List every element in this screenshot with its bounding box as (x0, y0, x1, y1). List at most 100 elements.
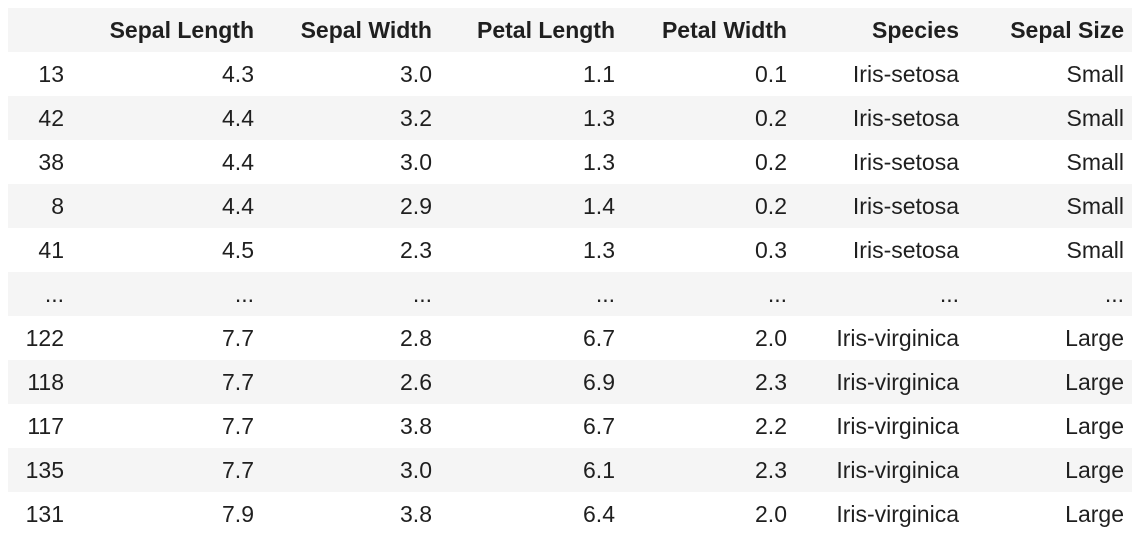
cell-petal-width: 0.2 (755, 104, 787, 131)
column-header-sepal-size: Sepal Size (1010, 16, 1124, 43)
table-row: 122 7.7 2.8 6.7 2.0 Iris-virginica Large (8, 316, 1132, 360)
cell-sepal-length: 7.7 (222, 412, 254, 439)
header-row: Sepal Length Sepal Width Petal Length Pe… (8, 8, 1132, 52)
cell-sepal-size: Large (1065, 456, 1124, 483)
index-header (8, 8, 72, 52)
cell-sepal-size: Large (1065, 324, 1124, 351)
cell-species: ... (939, 280, 959, 307)
table-row: ..................... (8, 272, 1132, 316)
row-index: 135 (25, 456, 64, 483)
cell-sepal-width: 2.8 (400, 324, 432, 351)
row-index: 42 (38, 104, 64, 131)
cell-sepal-width: 3.8 (400, 412, 432, 439)
cell-sepal-width: ... (412, 280, 432, 307)
cell-sepal-width: 3.0 (400, 60, 432, 87)
cell-petal-length: 6.9 (583, 368, 615, 395)
cell-petal-length: 1.1 (583, 60, 615, 87)
table-row: 131 7.9 3.8 6.4 2.0 Iris-virginica Large (8, 492, 1132, 536)
row-index: 118 (27, 368, 64, 395)
cell-petal-length: 6.1 (583, 456, 615, 483)
cell-sepal-length: 4.4 (222, 192, 254, 219)
cell-petal-width: 2.2 (755, 412, 787, 439)
cell-sepal-width: 2.6 (400, 368, 432, 395)
cell-sepal-size: Large (1065, 368, 1124, 395)
table-row: 118 7.7 2.6 6.9 2.3 Iris-virginica Large (8, 360, 1132, 404)
cell-petal-width: 2.3 (755, 368, 787, 395)
cell-petal-length: 6.7 (583, 324, 615, 351)
row-index: 41 (38, 236, 64, 263)
cell-sepal-width: 2.3 (400, 236, 432, 263)
cell-species: Iris-setosa (852, 192, 959, 219)
row-index: 122 (25, 324, 64, 351)
table-row: 42 4.4 3.2 1.3 0.2 Iris-setosa Small (8, 96, 1132, 140)
column-header-species: Species (872, 16, 959, 43)
cell-species: Iris-setosa (852, 60, 959, 87)
cell-sepal-size: Small (1066, 60, 1124, 87)
cell-species: Iris-virginica (836, 368, 959, 395)
cell-petal-length: 1.3 (583, 148, 615, 175)
table-row: 41 4.5 2.3 1.3 0.3 Iris-setosa Small (8, 228, 1132, 272)
row-index: ... (44, 280, 64, 307)
column-header-petal-length: Petal Length (476, 16, 615, 43)
cell-petal-width: 2.0 (755, 500, 787, 527)
cell-petal-width: 2.0 (755, 324, 787, 351)
cell-petal-length: ... (595, 280, 615, 307)
cell-sepal-length: 7.7 (222, 324, 254, 351)
cell-sepal-length: 7.7 (222, 456, 254, 483)
column-header-petal-width: Petal Width (661, 16, 787, 43)
table-row: 8 4.4 2.9 1.4 0.2 Iris-setosa Small (8, 184, 1132, 228)
cell-petal-length: 6.7 (583, 412, 615, 439)
column-header-sepal-width: Sepal Width (300, 16, 432, 43)
cell-sepal-size: Small (1066, 148, 1124, 175)
cell-sepal-width: 2.9 (400, 192, 432, 219)
cell-petal-width: 0.1 (755, 60, 787, 87)
row-index: 131 (25, 500, 64, 527)
table-body: 13 4.3 3.0 1.1 0.1 Iris-setosa Small 42 4.4 3.2 1.… (8, 52, 1132, 536)
table-row: 135 7.7 3.0 6.1 2.3 Iris-virginica Large (8, 448, 1132, 492)
cell-sepal-width: 3.8 (400, 500, 432, 527)
cell-sepal-length: 4.5 (222, 236, 254, 263)
row-index: 13 (38, 60, 64, 87)
cell-petal-width: 2.3 (755, 456, 787, 483)
cell-sepal-width: 3.0 (400, 148, 432, 175)
cell-sepal-length: 7.7 (222, 368, 254, 395)
cell-petal-length: 1.3 (583, 104, 615, 131)
column-header-sepal-length: Sepal Length (109, 16, 254, 43)
cell-species: Iris-setosa (852, 148, 959, 175)
cell-petal-length: 6.4 (583, 500, 615, 527)
cell-sepal-length: 4.4 (222, 104, 254, 131)
cell-petal-width: ... (767, 280, 787, 307)
table-row: 13 4.3 3.0 1.1 0.1 Iris-setosa Small (8, 52, 1132, 96)
cell-sepal-size: Small (1066, 192, 1124, 219)
cell-sepal-length: ... (234, 280, 254, 307)
cell-species: Iris-setosa (852, 104, 959, 131)
cell-sepal-size: Large (1065, 500, 1124, 527)
cell-species: Iris-setosa (852, 236, 959, 263)
cell-petal-width: 0.3 (755, 236, 787, 263)
cell-sepal-size: Small (1066, 236, 1124, 263)
cell-species: Iris-virginica (836, 500, 959, 527)
dataframe-output: Sepal Length Sepal Width Petal Length Pe… (8, 8, 1132, 536)
table-row: 38 4.4 3.0 1.3 0.2 Iris-setosa Small (8, 140, 1132, 184)
table-row: 117 7.7 3.8 6.7 2.2 Iris-virginica Large (8, 404, 1132, 448)
cell-sepal-size: Small (1066, 104, 1124, 131)
row-index: 8 (51, 192, 64, 219)
cell-sepal-length: 7.9 (222, 500, 254, 527)
cell-petal-length: 1.4 (583, 192, 615, 219)
table-header: Sepal Length Sepal Width Petal Length Pe… (8, 8, 1132, 52)
cell-sepal-length: 4.4 (222, 148, 254, 175)
cell-species: Iris-virginica (836, 412, 959, 439)
cell-petal-width: 0.2 (755, 148, 787, 175)
cell-species: Iris-virginica (836, 456, 959, 483)
row-index: 38 (38, 148, 64, 175)
cell-sepal-length: 4.3 (222, 60, 254, 87)
cell-sepal-size: ... (1104, 280, 1124, 307)
cell-petal-width: 0.2 (755, 192, 787, 219)
row-index: 117 (27, 412, 64, 439)
cell-sepal-width: 3.0 (400, 456, 432, 483)
cell-petal-length: 1.3 (583, 236, 615, 263)
cell-sepal-size: Large (1065, 412, 1124, 439)
cell-species: Iris-virginica (836, 324, 959, 351)
cell-sepal-width: 3.2 (400, 104, 432, 131)
dataframe-table: Sepal Length Sepal Width Petal Length Pe… (8, 8, 1132, 536)
